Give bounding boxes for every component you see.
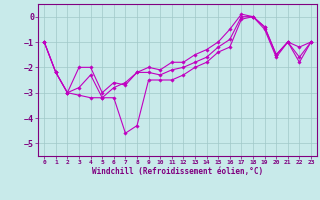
X-axis label: Windchill (Refroidissement éolien,°C): Windchill (Refroidissement éolien,°C) bbox=[92, 167, 263, 176]
